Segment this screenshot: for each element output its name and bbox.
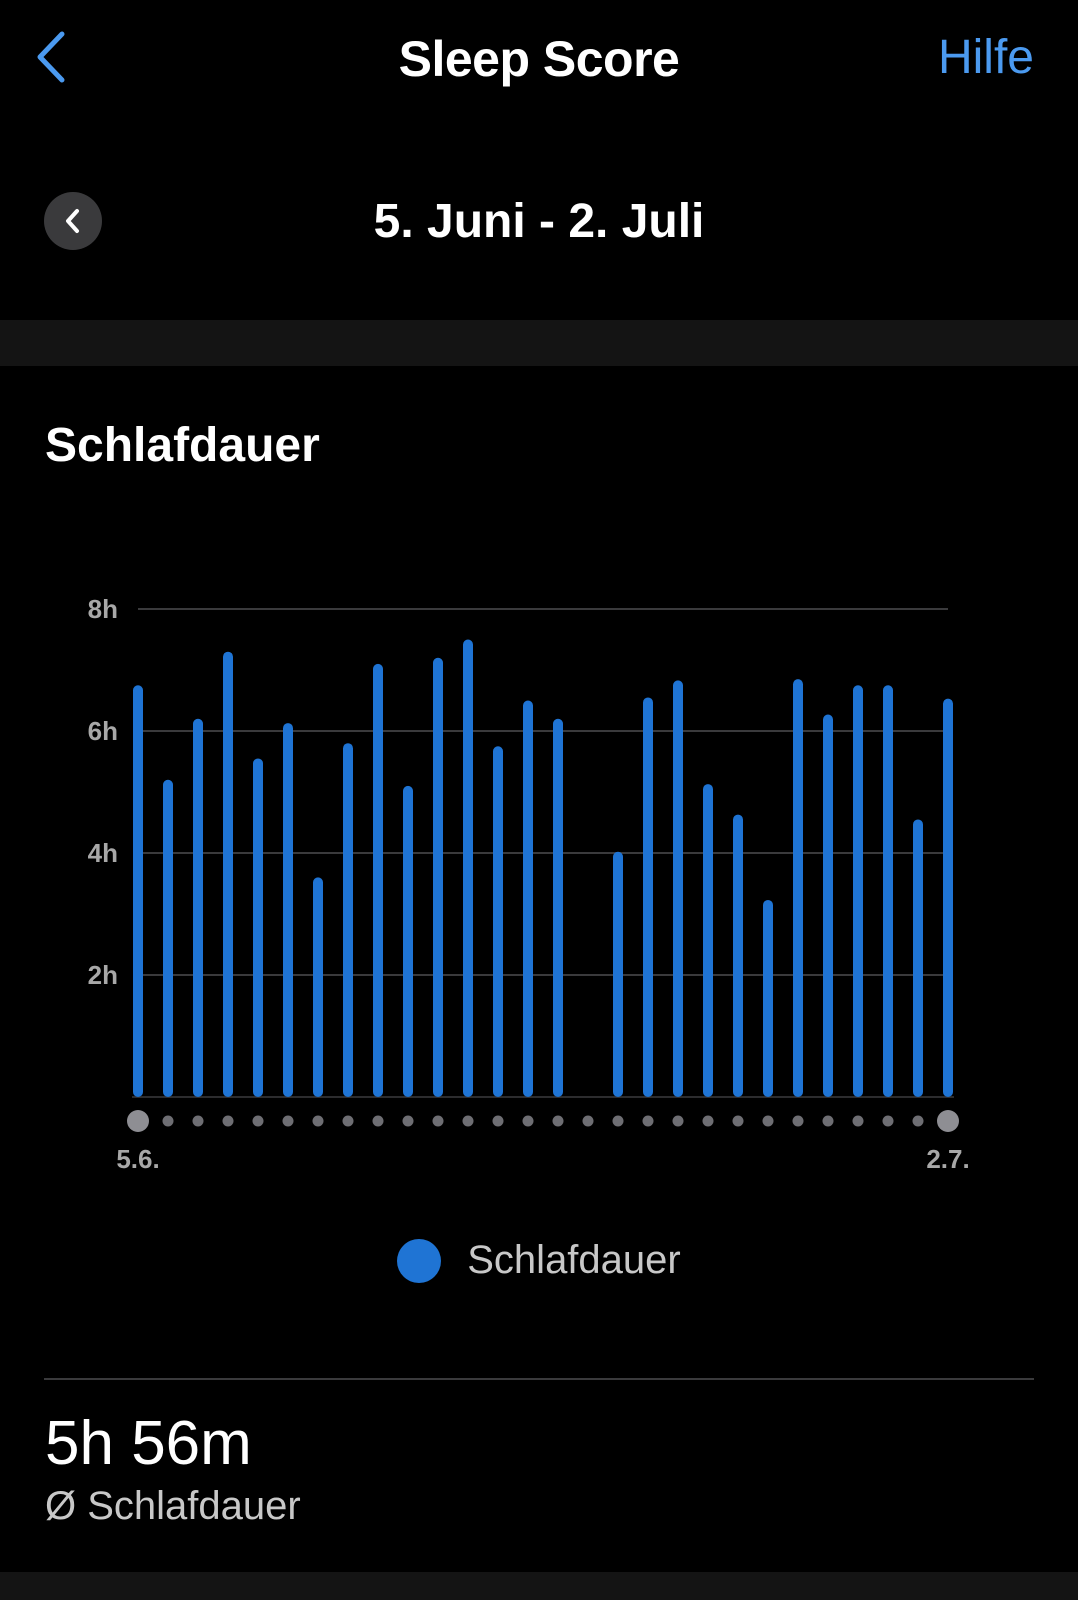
x-axis-day-dot [312, 1115, 324, 1127]
x-axis-endpoint-dot [937, 1110, 959, 1132]
x-axis-day-dot [912, 1115, 924, 1127]
chart-bar [943, 698, 953, 1097]
chart-bar [223, 651, 233, 1097]
chart-bar [763, 899, 773, 1097]
x-axis-day-dot [672, 1115, 684, 1127]
x-axis-day-dot [402, 1115, 414, 1127]
x-axis-day-dot [222, 1115, 234, 1127]
x-axis-day-dot [522, 1115, 534, 1127]
chart-bar [463, 639, 473, 1097]
chart-bar [853, 685, 863, 1097]
average-sleep-label: Ø Schlafdauer [45, 1484, 301, 1528]
chart-bar [883, 685, 893, 1097]
chart-legend: Schlafdauer [0, 1238, 1078, 1288]
chart-bar [493, 746, 503, 1097]
y-tick-label: 8h [88, 594, 118, 624]
page-title: Sleep Score [398, 31, 680, 87]
x-axis-day-dot [882, 1115, 894, 1127]
x-axis-day-dot [642, 1115, 654, 1127]
help-button[interactable]: Hilfe [937, 31, 1034, 84]
x-axis-day-dot [162, 1115, 174, 1127]
chevron-left-icon [37, 31, 65, 83]
x-axis-day-dot [552, 1115, 564, 1127]
y-tick-label: 6h [88, 716, 118, 746]
chart-bar [823, 714, 833, 1097]
y-tick-label: 2h [88, 960, 118, 990]
x-axis-day-dot [252, 1115, 264, 1127]
legend-swatch [397, 1238, 442, 1283]
x-axis-endpoint-dot [127, 1110, 149, 1132]
x-axis-day-dot [762, 1115, 774, 1127]
x-axis-day-dot [492, 1115, 504, 1127]
date-range-label: 5. Juni - 2. Juli [373, 195, 705, 248]
legend-label: Schlafdauer [467, 1238, 681, 1282]
chart-bar [283, 723, 293, 1097]
chart-bar [643, 697, 653, 1097]
x-tick-label-end: 2.7. [926, 1144, 969, 1174]
chart-bar [163, 779, 173, 1097]
x-axis-day-dot [582, 1115, 594, 1127]
y-tick-label: 4h [88, 838, 118, 868]
section-separator [0, 320, 1078, 366]
x-tick-label-start: 5.6. [116, 1144, 159, 1174]
chart-bar [613, 851, 623, 1097]
chart-bar [673, 680, 683, 1097]
chart-bar [703, 784, 713, 1097]
sleep-duration-chart: 2h 4h 6h 8h 5.6. 2.7. [88, 594, 970, 1174]
navigation-bar: Sleep Score Hilfe [0, 0, 1078, 120]
chart-bar [133, 685, 143, 1097]
chart-bar [733, 814, 743, 1097]
x-axis-day-dot [432, 1115, 444, 1127]
x-axis-day-dot [612, 1115, 624, 1127]
chart-bar [373, 663, 383, 1097]
chart-bar [343, 743, 353, 1097]
chart-bar [913, 819, 923, 1097]
chart-bar [553, 718, 563, 1097]
x-axis-day-dot [192, 1115, 204, 1127]
x-axis-day-dot [372, 1115, 384, 1127]
section-separator-bottom [0, 1572, 1078, 1600]
section-title: Schlafdauer [45, 419, 320, 472]
chart-bar [793, 679, 803, 1097]
previous-range-button[interactable] [44, 192, 102, 250]
chart-bar [403, 785, 413, 1097]
x-axis-day-dot [342, 1115, 354, 1127]
x-axis-day-dot [822, 1115, 834, 1127]
divider [44, 1378, 1034, 1380]
chart-bar [313, 877, 323, 1097]
x-axis-day-dot [852, 1115, 864, 1127]
x-axis-day-dot [282, 1115, 294, 1127]
x-axis-day-dot [702, 1115, 714, 1127]
chart-bar [523, 700, 533, 1097]
x-axis-day-dot [732, 1115, 744, 1127]
chart-bar [253, 758, 263, 1097]
chart-bar [193, 718, 203, 1097]
chart-bar [433, 657, 443, 1097]
chevron-left-icon [66, 209, 79, 233]
back-button[interactable] [30, 28, 76, 86]
average-sleep-value: 5h 56m [45, 1409, 252, 1478]
x-axis-day-dot [792, 1115, 804, 1127]
date-range-selector: 5. Juni - 2. Juli [0, 180, 1078, 260]
x-axis-day-dot [462, 1115, 474, 1127]
